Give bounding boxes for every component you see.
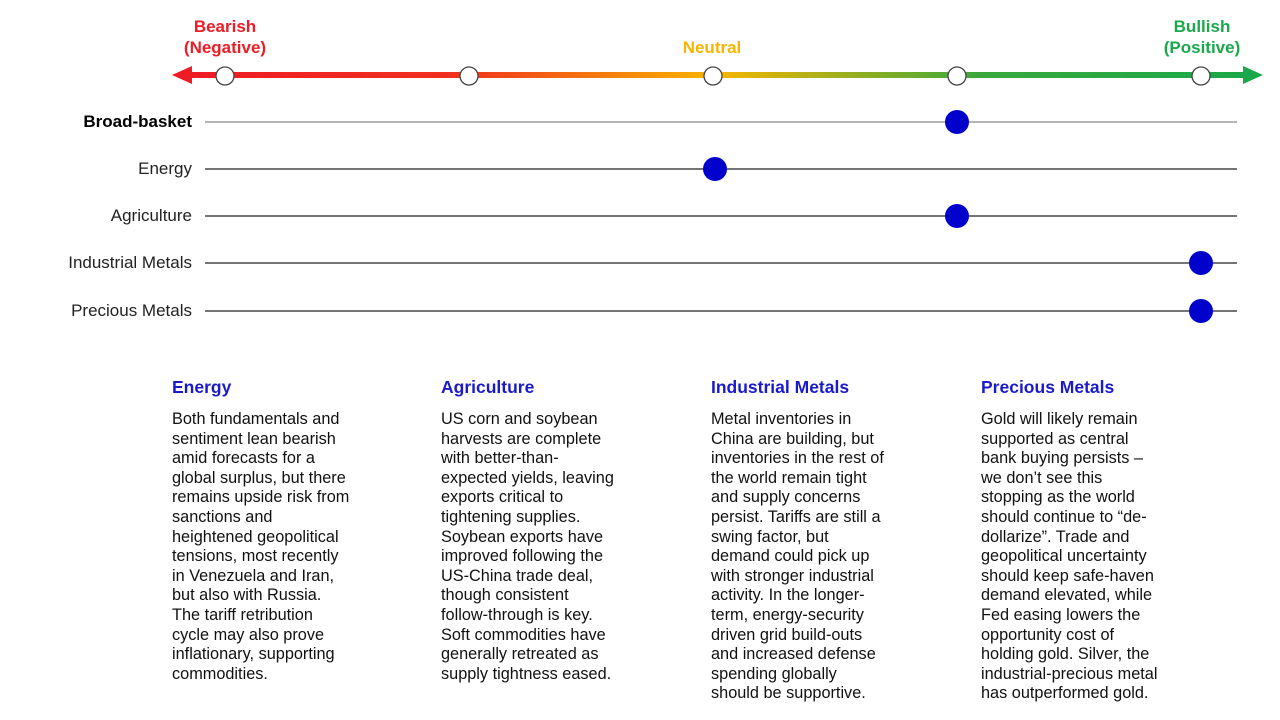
commentary-agriculture: Agriculture US corn and soybean harvests …: [441, 376, 681, 684]
commentary-line: industrial-precious metal: [981, 664, 1158, 683]
commentary-line: demand could pick up: [711, 547, 870, 566]
right-arrowhead-icon: [1243, 66, 1263, 84]
commentary-line: though consistent: [441, 586, 569, 605]
commentary-line: tightening supplies.: [441, 507, 581, 526]
commentary-body: US corn and soybean harvests are complete…: [441, 410, 681, 684]
commentary-line: with better-than-: [441, 449, 559, 468]
commentary-line: persist. Tariffs are still a: [711, 507, 881, 526]
commentary-line: the world remain tight: [711, 468, 867, 487]
commentary-line: Soft commodities have: [441, 625, 606, 644]
commentary-line: has outperformed gold.: [981, 684, 1149, 703]
commentary-line: remains upside risk from: [172, 488, 350, 507]
commentary-line: holding gold. Silver, the: [981, 645, 1150, 664]
scale-tick-marker: [215, 66, 235, 86]
commentary-line: with stronger industrial: [711, 566, 874, 585]
row-label: Energy: [138, 159, 192, 178]
commentary-precious-metals: Precious Metals Gold will likely remain s…: [981, 376, 1221, 704]
sentiment-marker: [703, 157, 727, 181]
neutral-label: Neutral: [682, 38, 742, 57]
commentary-title: Industrial Metals: [711, 377, 850, 397]
commentary-line: swing factor, but: [711, 527, 829, 546]
commentary-line: China are building, but: [711, 429, 874, 448]
commentary-line: opportunity cost of: [981, 625, 1115, 644]
commentary-line: and supply concerns: [711, 488, 861, 507]
commentary-line: global surplus, but there: [172, 468, 346, 487]
commentary-line: US corn and soybean: [441, 410, 598, 428]
row-label: Broad-basket: [83, 112, 192, 131]
bearish-label-line2: (Negative): [183, 38, 267, 57]
bearish-label: Bearish (Negative): [160, 16, 290, 58]
commentary-title: Energy: [172, 377, 232, 397]
commentary-line: Metal inventories in: [711, 410, 852, 428]
commentary-line: should keep safe-haven: [981, 566, 1154, 585]
commentary-line: tensions, most recently: [172, 547, 339, 566]
commentary-line: Gold will likely remain: [981, 410, 1138, 428]
bullish-label: Bullish (Positive): [1137, 16, 1267, 58]
commentary-line: in Venezuela and Iran,: [172, 566, 335, 585]
commentary-line: should be supportive.: [711, 684, 866, 703]
commentary-line: follow-through is key.: [441, 605, 593, 624]
commentary-line: bank buying persists –: [981, 449, 1144, 468]
commentary-line: demand elevated, while: [981, 586, 1153, 605]
bullish-label-line2: (Positive): [1163, 38, 1241, 57]
commentary-line: Soybean exports have: [441, 527, 604, 546]
scale-tick-marker: [703, 66, 723, 86]
row-label: Industrial Metals: [68, 253, 192, 272]
commentary-line: and increased defense: [711, 645, 876, 664]
commentary-line: exports critical to: [441, 488, 564, 507]
commentary-line: The tariff retribution: [172, 605, 313, 624]
commentary-line: stopping as the world: [981, 488, 1135, 507]
commentary-line: inflationary, supporting: [172, 645, 335, 664]
commentary-line: generally retreated as: [441, 645, 599, 664]
commentary-body: Both fundamentals and sentiment lean bear…: [172, 410, 412, 684]
commentary-line: supply tightness eased.: [441, 664, 612, 683]
commentary-line: inventories in the rest of: [711, 449, 884, 468]
commentary-line: driven grid build-outs: [711, 625, 863, 644]
scale-tick-marker: [947, 66, 967, 86]
sentiment-marker: [945, 204, 969, 228]
commentary-line: heightened geopolitical: [172, 527, 339, 546]
commentary-line: cycle may also prove: [172, 625, 325, 644]
commentary-line: geopolitical uncertainty: [981, 547, 1147, 566]
commentary-line: we don’t see this: [981, 468, 1103, 487]
sentiment-marker: [945, 110, 969, 134]
sentiment-scale-diagram: [172, 66, 1263, 323]
commentary-line: sanctions and: [172, 507, 273, 526]
left-arrowhead-icon: [172, 66, 192, 84]
commentary-title: Agriculture: [441, 377, 535, 397]
commentary-line: term, energy-security: [711, 605, 864, 624]
commentary-line: activity. In the longer-: [711, 586, 865, 605]
commentary-line: dollarize”. Trade and: [981, 527, 1130, 546]
commentary-line: commodities.: [172, 664, 268, 683]
row-label: Precious Metals: [71, 301, 192, 320]
commentary-energy: Energy Both fundamentals and sentiment le…: [172, 376, 412, 684]
commentary-line: sentiment lean bearish: [172, 429, 336, 448]
commentary-line: Both fundamentals and: [172, 410, 340, 428]
commentary-line: Fed easing lowers the: [981, 605, 1141, 624]
scale-tick-marker: [1191, 66, 1211, 86]
bullish-label-line1: Bullish: [1173, 17, 1231, 36]
commentary-line: should continue to “de-: [981, 507, 1147, 526]
commentary-industrial-metals: Industrial Metals Metal inventories in Ch…: [711, 376, 951, 704]
commentary-body: Gold will likely remain supported as cent…: [981, 410, 1221, 704]
commentary-title: Precious Metals: [981, 377, 1115, 397]
sentiment-marker: [1189, 251, 1213, 275]
commentary-body: Metal inventories in China are building, …: [711, 410, 951, 704]
commentary-line: harvests are complete: [441, 429, 602, 448]
commentary-line: but also with Russia.: [172, 586, 322, 605]
commentary-line: supported as central: [981, 429, 1129, 448]
sentiment-marker: [1189, 299, 1213, 323]
commentary-line: US-China trade deal,: [441, 566, 594, 585]
bearish-label-line1: Bearish: [193, 17, 257, 36]
commentary-line: expected yields, leaving: [441, 468, 614, 487]
commentary-line: improved following the: [441, 547, 603, 566]
commentary-line: spending globally: [711, 664, 837, 683]
row-label: Agriculture: [110, 206, 192, 225]
scale-tick-marker: [459, 66, 479, 86]
commentary-line: amid forecasts for a: [172, 449, 315, 468]
